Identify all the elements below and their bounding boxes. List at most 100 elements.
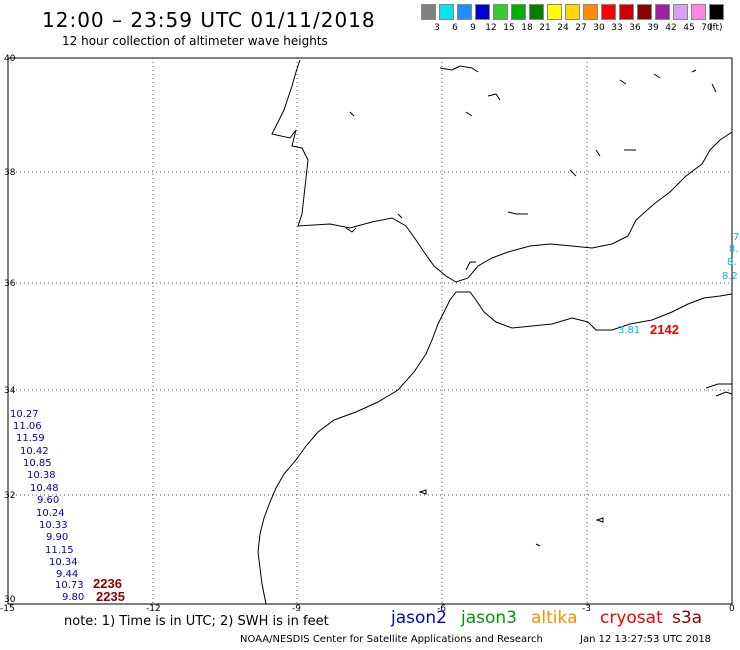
- wave-height-label: 10.38: [27, 470, 56, 481]
- wave-height-label: 8.2: [722, 271, 738, 282]
- color-swatch: [547, 4, 562, 20]
- lon-tick: 0: [729, 604, 735, 614]
- color-swatch: [709, 4, 724, 20]
- color-swatch-label: 3: [434, 23, 440, 33]
- color-swatch: [565, 4, 580, 20]
- color-swatch: [475, 4, 490, 20]
- wave-height-label: 10.27: [10, 409, 39, 420]
- wave-height-label: 7: [733, 232, 739, 243]
- island: [535, 543, 541, 547]
- jason2-track-labels: 10.27 11.06 11.59 10.42 10.85 10.38 10.4…: [10, 409, 84, 603]
- wave-height-label: 10.85: [23, 458, 52, 469]
- lat-tick: 34: [4, 386, 16, 396]
- lake: [711, 83, 717, 93]
- color-swatch: [601, 4, 616, 20]
- color-swatch-label: 36: [629, 23, 641, 33]
- island: [705, 383, 732, 389]
- color-swatch: [673, 4, 688, 20]
- color-swatch: [691, 4, 706, 20]
- wave-height-label: 9.80: [62, 592, 84, 603]
- color-swatch: [421, 4, 436, 20]
- map-subtitle: 12 hour collection of altimeter wave hei…: [62, 34, 328, 48]
- wave-height-label: 8.: [727, 257, 737, 268]
- lat-tick: 30: [4, 595, 16, 605]
- color-swatch: [619, 4, 634, 20]
- lon-tick: -9: [292, 604, 301, 614]
- island: [418, 489, 427, 495]
- lake: [595, 149, 601, 157]
- color-swatch-label: 30: [593, 23, 605, 33]
- wave-height-label: 9.44: [56, 569, 78, 580]
- lat-tick: 38: [4, 168, 16, 178]
- color-swatch-label: 9: [470, 23, 476, 33]
- lake: [507, 211, 528, 215]
- generated-timestamp: Jan 12 13:27:53 UTC 2018: [580, 634, 712, 645]
- wave-height-label: 9.90: [46, 532, 68, 543]
- lake: [569, 169, 577, 177]
- color-swatch: [511, 4, 526, 20]
- color-swatch-label: 6: [452, 23, 458, 33]
- wave-height-label: 8.: [729, 244, 739, 255]
- color-swatch-label: 70: [701, 23, 713, 33]
- color-swatch-label: 12: [485, 23, 497, 33]
- lake: [691, 69, 697, 73]
- color-swatch-label: 33: [611, 23, 623, 33]
- color-swatch: [493, 4, 508, 20]
- wave-height-label: 11.15: [45, 545, 74, 556]
- iberia-atlantic-coast: [271, 59, 733, 283]
- color-swatch-label: 27: [575, 23, 587, 33]
- credit-text: NOAA/NESDIS Center for Satellite Applica…: [240, 634, 543, 645]
- wave-height-label: 3.81: [618, 325, 640, 336]
- lon-tick: -12: [146, 604, 161, 614]
- satellite-legend-jason3: jason3: [461, 608, 517, 628]
- pass-time-label: 2236: [93, 576, 122, 591]
- lake: [653, 73, 661, 79]
- lake: [397, 213, 403, 219]
- wave-height-label: 10.33: [39, 520, 68, 531]
- lon-tick: -15: [0, 604, 15, 614]
- color-swatch-label: 42: [665, 23, 677, 33]
- wave-height-label: 11.59: [16, 433, 45, 444]
- wave-height-label: 10.42: [20, 446, 49, 457]
- lon-tick-labels: -15 -12 -9 -6 -3 0: [0, 604, 735, 614]
- lon-tick: -3: [582, 604, 591, 614]
- satellite-legend-altika: altika: [531, 608, 578, 628]
- lake: [487, 93, 501, 101]
- lat-tick-labels: 40 38 36 34 32 30: [4, 54, 16, 605]
- satellite-legend-jason2: jason2: [391, 608, 447, 628]
- lake: [439, 65, 479, 73]
- color-swatch-label: 18: [521, 23, 533, 33]
- africa-coast: [257, 291, 457, 605]
- color-swatch: [457, 4, 472, 20]
- color-swatch: [655, 4, 670, 20]
- wave-height-label: 10.34: [49, 557, 78, 568]
- color-swatch: [583, 4, 598, 20]
- color-swatch-label: 39: [647, 23, 659, 33]
- satellite-legend-cryosat: cryosat: [600, 608, 663, 628]
- lake: [619, 79, 627, 85]
- pass-time-labels: 2236 2235 2142: [93, 322, 679, 604]
- color-swatch: [529, 4, 544, 20]
- wave-height-label: 10.73: [55, 580, 84, 591]
- wave-height-label: 11.06: [13, 421, 42, 432]
- maghreb-coast: [456, 291, 733, 331]
- map-title: 12:00 – 23:59 UTC 01/11/2018: [42, 8, 376, 32]
- lat-tick: 36: [4, 279, 16, 289]
- lake: [345, 227, 357, 233]
- lon-tick: -6: [437, 604, 446, 614]
- wave-height-label: 9.60: [37, 495, 59, 506]
- east-track-labels: 7 8. 8. 8.2 3.81: [618, 232, 739, 336]
- graticule: [8, 58, 732, 604]
- wave-height-label: 10.48: [30, 483, 59, 494]
- satellite-legend-s3a: s3a: [672, 608, 703, 628]
- lake: [349, 111, 355, 117]
- gibraltar: [465, 261, 476, 271]
- lat-tick: 32: [4, 491, 15, 501]
- island: [595, 517, 604, 523]
- color-swatch: [637, 4, 652, 20]
- wave-height-label: 10.24: [36, 508, 65, 519]
- lat-tick: 40: [4, 54, 16, 64]
- color-swatch-label: 24: [557, 23, 569, 33]
- pass-time-label: 2235: [96, 589, 125, 604]
